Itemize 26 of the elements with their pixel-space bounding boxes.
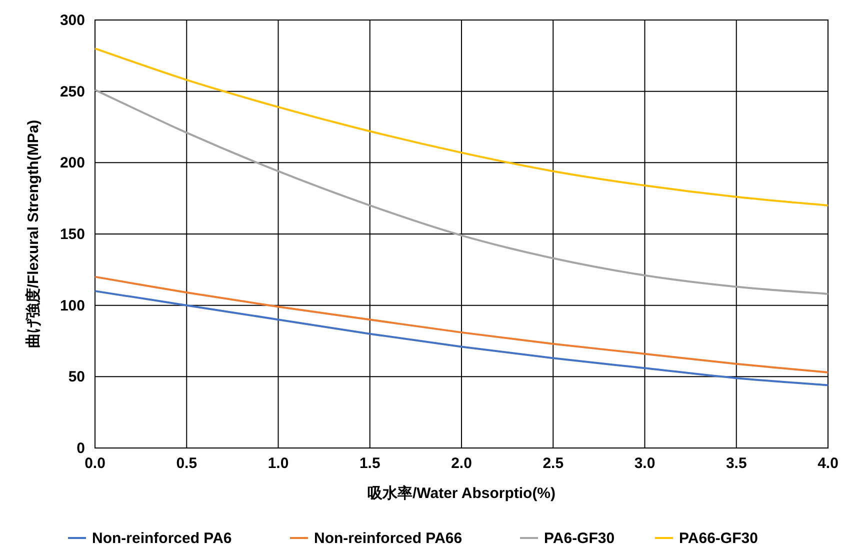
line-series: [94, 88, 829, 295]
legend-label: Non-reinforced PA6: [92, 530, 232, 547]
legend-label: Non-reinforced PA66: [314, 530, 462, 547]
y-tick-label: 50: [68, 368, 85, 386]
x-tick-label: 1.5: [359, 455, 380, 472]
y-tick-label: 150: [60, 226, 85, 243]
x-axis-title: 吸水率/Water Absorptio(%): [367, 484, 556, 502]
x-tick-label: 4.0: [818, 455, 838, 472]
line-series: [94, 276, 829, 374]
y-tick-label: 300: [60, 12, 85, 29]
line-series: [94, 290, 829, 386]
legend-label: PA6-GF30: [544, 530, 615, 547]
line-series: [94, 48, 829, 206]
y-tick-label: 200: [60, 154, 85, 172]
y-axis-title: 曲げ強度/Flexural Strength(MPa): [24, 120, 42, 348]
x-tick-label: 0.0: [84, 455, 106, 472]
x-tick-label: 1.0: [268, 455, 289, 472]
x-tick-label: 2.0: [451, 455, 472, 472]
x-tick-label: 3.5: [726, 455, 747, 472]
y-tick-label: 100: [60, 297, 85, 314]
x-tick-label: 3.0: [634, 455, 656, 472]
legend-label: PA66-GF30: [679, 530, 758, 547]
y-tick-label: 0: [76, 440, 85, 457]
y-tick-label: 250: [60, 83, 85, 100]
x-tick-label: 2.5: [542, 455, 564, 472]
x-tick-label: 0.5: [176, 455, 198, 472]
